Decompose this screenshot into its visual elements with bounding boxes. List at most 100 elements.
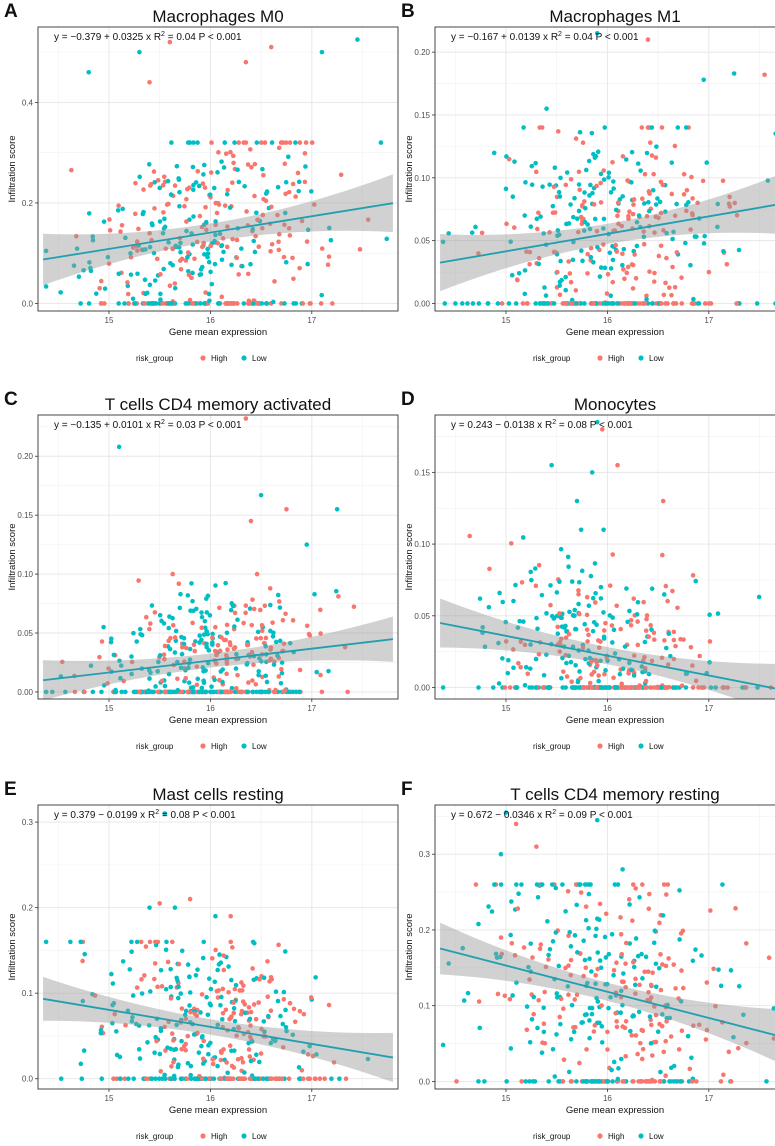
point-high (725, 685, 730, 690)
point-high (183, 645, 189, 651)
point-low (277, 638, 283, 644)
point-low (231, 1006, 237, 1011)
point-high (626, 671, 631, 676)
point-high (581, 199, 587, 204)
point-high (98, 278, 104, 284)
point-low (611, 972, 616, 978)
point-high (228, 939, 234, 945)
x-tick-label: 15 (105, 316, 114, 325)
point-high (626, 216, 631, 222)
legend: risk_group High Low (136, 742, 267, 751)
point-low (677, 888, 682, 893)
point-low (707, 612, 712, 617)
point-low (116, 271, 122, 277)
legend-label-high: High (211, 354, 227, 363)
point-low (570, 257, 576, 263)
point-high (585, 639, 590, 644)
point-low (610, 640, 615, 645)
point-high (183, 1041, 188, 1047)
point-high (690, 1079, 695, 1084)
point-low (293, 140, 298, 145)
point-low (598, 685, 604, 690)
point-low (691, 296, 696, 302)
point-low (174, 975, 179, 981)
point-high (620, 685, 626, 690)
point-low (230, 603, 236, 609)
point-high (647, 891, 652, 897)
point-low (78, 939, 83, 945)
point-high (684, 187, 690, 193)
point-high (147, 230, 152, 236)
point-high (305, 1052, 311, 1057)
point-high (586, 632, 591, 638)
point-low (755, 685, 760, 690)
point-low (476, 921, 481, 927)
point-low (649, 586, 655, 591)
x-tick-label: 17 (307, 704, 316, 713)
point-high (697, 653, 703, 659)
point-high (297, 265, 302, 271)
point-high (688, 227, 693, 232)
plot-background (435, 805, 775, 1089)
point-low (162, 811, 168, 816)
point-low (545, 919, 550, 924)
point-low (624, 586, 629, 591)
point-low (251, 977, 257, 983)
point-high (631, 197, 637, 202)
point-high (278, 140, 284, 145)
point-low (217, 952, 222, 957)
point-low (256, 669, 262, 674)
point-high (199, 992, 205, 997)
point-low (211, 185, 217, 191)
legend: risk_group High Low (533, 1132, 664, 1141)
point-high (594, 685, 599, 690)
point-high (257, 977, 262, 982)
point-high (118, 229, 123, 234)
point-high (241, 620, 246, 626)
regression-equation: y = 0.243 − 0.0138 x R2 = 0.08 P < 0.001 (451, 419, 633, 431)
point-high (72, 689, 78, 695)
point-high (524, 249, 529, 254)
point-low (528, 224, 534, 229)
point-low (629, 667, 634, 673)
point-low (567, 930, 573, 935)
point-high (279, 1076, 285, 1082)
point-low (88, 265, 93, 271)
point-high (299, 1067, 305, 1073)
point-high (664, 255, 669, 261)
point-high (106, 666, 111, 671)
y-tick-label: 0.15 (414, 111, 430, 120)
point-low (656, 965, 662, 971)
point-low (495, 301, 501, 306)
point-low (219, 994, 224, 1000)
point-low (523, 664, 529, 670)
y-tick-label: 0.20 (17, 452, 33, 461)
point-high (619, 951, 625, 957)
point-high (593, 600, 598, 605)
point-high (151, 169, 157, 174)
point-low (668, 653, 673, 659)
point-low (577, 685, 582, 690)
point-high (665, 598, 670, 604)
point-high (280, 618, 286, 623)
point-low (652, 928, 658, 934)
point-high (631, 653, 637, 658)
point-low (215, 1063, 220, 1069)
y-tick-label: 0.3 (419, 850, 431, 859)
point-high (159, 678, 165, 684)
point-low (693, 578, 699, 584)
point-high (326, 254, 332, 259)
point-low (202, 625, 208, 631)
point-high (724, 261, 730, 267)
point-low (621, 246, 627, 252)
point-low (678, 1079, 684, 1084)
point-high (518, 639, 524, 644)
y-tick-label: 0.1 (419, 1002, 431, 1011)
point-high (732, 200, 738, 206)
point-low (172, 650, 178, 655)
point-low (512, 159, 517, 164)
point-high (275, 212, 280, 218)
point-low (206, 648, 212, 653)
point-high (572, 997, 578, 1002)
point-high (112, 1011, 118, 1017)
